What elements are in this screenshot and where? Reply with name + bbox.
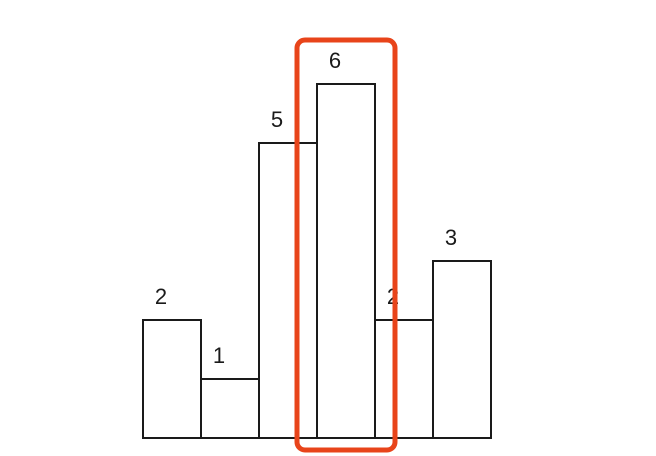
bar-label-5: 3 xyxy=(445,225,457,250)
bar-4 xyxy=(374,319,434,439)
bar-0 xyxy=(142,319,202,439)
bar-label-1: 1 xyxy=(213,343,225,368)
bar-1 xyxy=(200,378,260,439)
bar-5 xyxy=(432,260,492,439)
bar-label-0: 2 xyxy=(155,284,167,309)
bar-2 xyxy=(258,142,318,439)
highlight-box xyxy=(294,37,398,453)
bars-group xyxy=(142,83,492,439)
bar-label-3: 6 xyxy=(329,48,341,73)
bar-label-2: 5 xyxy=(271,107,283,132)
bar-3 xyxy=(316,83,376,439)
